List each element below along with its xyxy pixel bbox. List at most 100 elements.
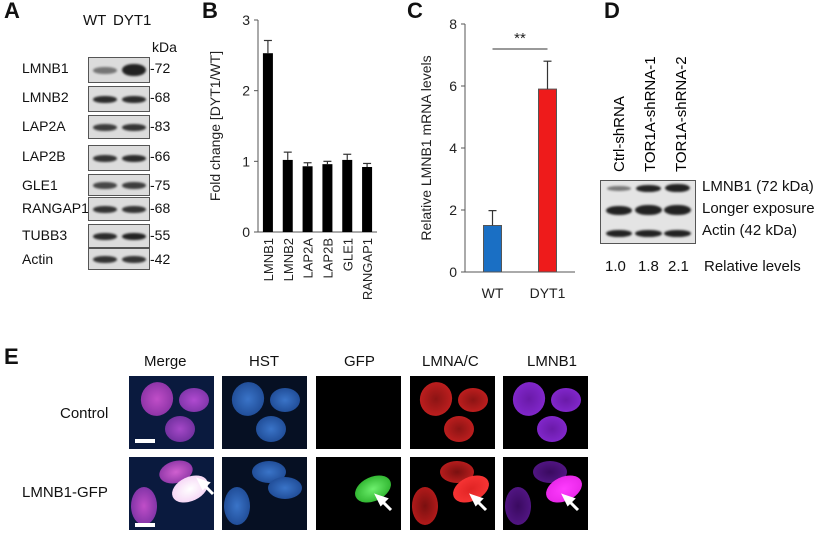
blot-a-band-lmnb1-wt	[93, 66, 117, 74]
blot-a-strip-gle1	[88, 174, 150, 196]
relative-levels-label: Relative levels	[704, 258, 801, 275]
blot-a-band-gle1-wt	[93, 181, 117, 189]
bar-rangap1	[362, 166, 373, 232]
col-label-merge: Merge	[144, 353, 187, 370]
blot-a-label-tubb3: TUBB3	[22, 227, 68, 243]
bar-gle1	[342, 159, 353, 232]
band-d-lmnb1-3	[665, 184, 690, 192]
blot-a-strip-rangap1	[88, 197, 150, 221]
blot-a-label-lap2b: LAP2B	[22, 148, 66, 164]
col-label-lmnac: LMNA/C	[422, 353, 479, 370]
bar-lmnb2	[282, 159, 293, 232]
image-gfp-gfp	[316, 457, 401, 530]
col-label-hst: HST	[249, 353, 279, 370]
blot-a-band-lmnb1-dyt1	[122, 64, 146, 76]
image-gfp-lmnb1	[503, 457, 588, 530]
y-tick-label-0: 0	[242, 224, 250, 240]
blot-a-band-actin-dyt1	[122, 255, 146, 263]
lane-label-ctrl: Ctrl-shRNA	[611, 96, 628, 172]
x-label-wt: WT	[482, 285, 504, 300]
image-gfp-merge	[129, 457, 214, 530]
chart-b: 0 1 2 3 Fold change [DYT1/WT] LMNB1 LMNB2 LAP2A…	[207, 12, 377, 300]
band-d-lmnb1-2	[636, 185, 661, 192]
blot-a-strip-lmnb2	[88, 86, 150, 112]
image-control-lmnac	[410, 376, 495, 449]
arrowhead-lmnac	[469, 493, 484, 507]
y-tick-label-1: 1	[242, 153, 250, 169]
blot-a-band-lap2a-dyt1	[122, 123, 146, 131]
blot-a-kda-lap2a: -83	[150, 118, 171, 134]
kda-header: kDa	[152, 39, 177, 55]
blot-a-strip-tubb3	[88, 224, 150, 248]
panel-d-lane-labels: Ctrl-shRNA TOR1A-shRNA-1 TOR1A-shRNA-2	[611, 56, 690, 172]
panel-label-e: E	[4, 344, 19, 369]
significance-label: **	[514, 30, 526, 47]
blot-a-band-lap2b-dyt1	[122, 154, 146, 162]
blot-a-kda-actin: -42	[150, 251, 171, 267]
lane-label-dyt1: DYT1	[113, 12, 152, 29]
blot-a-kda-gle1: -75	[150, 177, 171, 193]
blot-a-band-actin-wt	[93, 255, 117, 263]
band-d-lmnb1-1	[607, 186, 631, 191]
relative-value-2: 1.8	[638, 258, 659, 275]
panel-label-b: B	[202, 0, 218, 23]
lane-label-wt: WT	[83, 12, 107, 29]
blot-a-strip-lap2b	[88, 145, 150, 171]
band-d-long-3	[664, 205, 691, 215]
bar-lap2b	[322, 164, 333, 232]
blot-d	[600, 180, 696, 244]
blot-a-label-gle1: GLE1	[22, 177, 58, 193]
image-control-hst	[222, 376, 307, 449]
blot-a-label-actin: Actin	[22, 251, 54, 267]
x-label-lmnb1: LMNB1	[261, 238, 276, 281]
blot-a-band-tubb3-wt	[93, 232, 117, 240]
band-label-longer: Longer exposure	[702, 200, 815, 217]
panel-label-a: A	[4, 0, 20, 23]
y-tick-label-8: 8	[449, 16, 457, 32]
blot-a-label-lmnb2: LMNB2	[22, 89, 69, 105]
lane-label-shrna2: TOR1A-shRNA-2	[673, 56, 690, 172]
row-label-lmnb1-gfp: LMNB1-GFP	[22, 484, 108, 501]
image-control-gfp	[316, 376, 401, 449]
lane-label-shrna1: TOR1A-shRNA-1	[642, 56, 659, 172]
bar-lap2a	[302, 166, 313, 232]
blot-a-band-rangap1-wt	[93, 205, 117, 213]
y-axis-label: Fold change [DYT1/WT]	[207, 51, 223, 201]
x-label-lmnb2: LMNB2	[281, 238, 296, 281]
x-label-rangap1: RANGAP1	[360, 238, 375, 300]
blot-a-label-lmnb1: LMNB1	[22, 60, 69, 76]
blot-a-kda-lmnb2: -68	[150, 89, 171, 105]
x-label-dyt1: DYT1	[530, 285, 566, 300]
y-tick-label-2: 2	[242, 83, 250, 99]
blot-a-kda-tubb3: -55	[150, 227, 171, 243]
blot-a-band-lmnb2-wt	[93, 95, 117, 103]
blot-a-kda-lmnb1: -72	[150, 60, 171, 76]
relative-value-3: 2.1	[668, 258, 689, 275]
image-control-merge	[129, 376, 214, 449]
col-label-gfp: GFP	[344, 353, 375, 370]
blot-a-band-lap2b-wt	[93, 154, 117, 162]
blot-a-kda-lap2b: -66	[150, 148, 171, 164]
x-label-gle1: GLE1	[340, 238, 355, 271]
col-label-lmnb1: LMNB1	[527, 353, 578, 370]
band-label-actin: Actin (42 kDa)	[702, 222, 798, 239]
image-gfp-lmnac	[410, 457, 495, 530]
arrowhead-lmnb1	[561, 493, 576, 507]
arrowhead-gfp	[374, 493, 389, 507]
blot-a-band-gle1-dyt1	[122, 181, 146, 189]
blot-a-band-tubb3-dyt1	[122, 232, 146, 240]
band-d-actin-2	[635, 230, 662, 237]
blot-a-band-lap2a-wt	[93, 123, 117, 131]
panel-label-d: D	[604, 0, 620, 23]
y-tick-label-4: 4	[449, 140, 457, 156]
x-label-lap2a: LAP2A	[301, 238, 316, 279]
band-d-actin-3	[664, 230, 691, 237]
arrowhead-merge	[196, 477, 211, 491]
blot-a-band-rangap1-dyt1	[122, 205, 146, 213]
blot-a-strip-lmnb1	[88, 57, 150, 83]
chart-c: 0 2 4 6 8 Relative LMNB1 mRNA levels WT DYT1 **	[418, 16, 575, 300]
band-d-actin-1	[606, 230, 632, 237]
band-label-lmnb1: LMNB1 (72 kDa)	[702, 178, 814, 195]
blot-a-label-rangap1: RANGAP1	[22, 200, 89, 216]
